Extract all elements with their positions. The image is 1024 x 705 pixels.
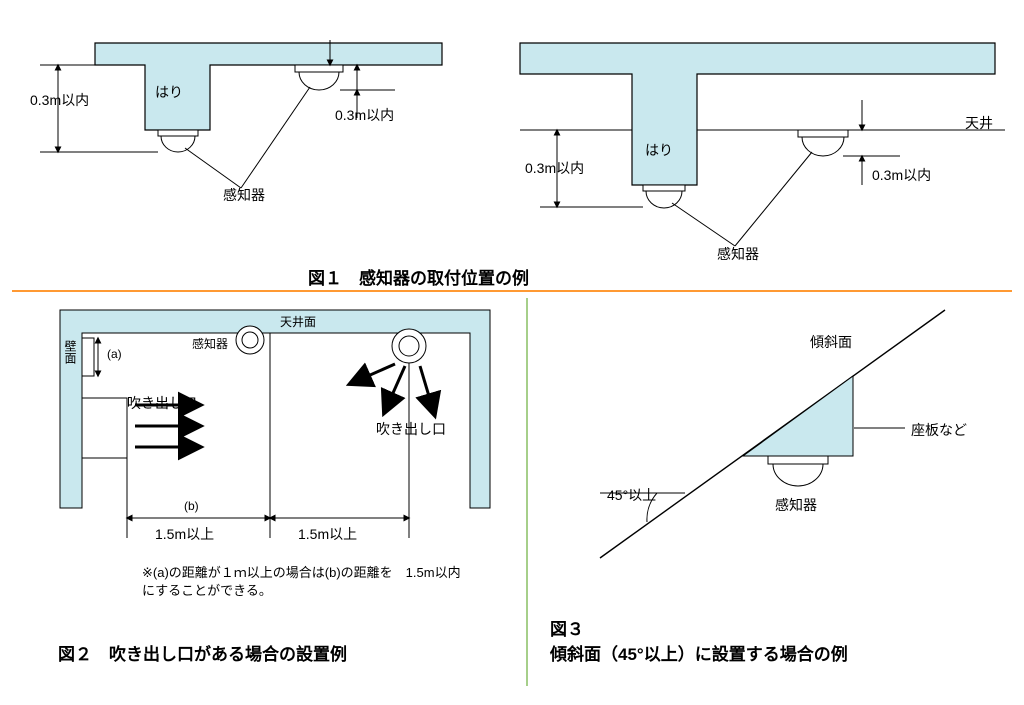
fig1-left-sensor: 感知器	[223, 185, 265, 205]
fig3-slope: 傾斜面	[810, 332, 852, 352]
fig2-dist2: 1.5m以上	[298, 524, 357, 544]
fig1-right-ceiling: 天井	[965, 113, 993, 133]
fig3-title-a: 図３	[550, 615, 584, 640]
rule-orange	[12, 290, 1012, 292]
fig2-dist1: 1.5m以上	[155, 524, 214, 544]
fig1-left-beam: はり	[155, 82, 183, 102]
fig3-title-b: 傾斜面（45°以上）に設置する場合の例	[550, 640, 848, 665]
fig2-title: 図２ 吹き出し口がある場合の設置例	[58, 640, 347, 665]
figure23-svg	[0, 298, 1024, 698]
fig2-note: ※(a)の距離が１ｍ以上の場合は(b)の距離を 1.5m以内にすることができる。	[142, 564, 462, 599]
fig1-left-dist-left: 0.3m以内	[30, 90, 89, 110]
fig3-sensor: 感知器	[775, 495, 817, 515]
fig1-right-dist-right: 0.3m以内	[872, 165, 931, 185]
fig2-outlet-left: 吹き出し口	[127, 393, 197, 413]
fig1-right-sensor: 感知器	[717, 244, 759, 264]
fig3-seat: 座板など	[911, 420, 967, 440]
fig1-right-dist-left: 0.3m以内	[525, 158, 584, 178]
figure1-svg	[0, 0, 1024, 280]
fig2-a: (a)	[107, 347, 122, 361]
fig2-wall-surface: 壁面	[62, 340, 79, 364]
fig1-title: 図１ 感知器の取付位置の例	[308, 264, 529, 289]
fig2-b: (b)	[184, 499, 199, 513]
fig2-outlet-right: 吹き出し口	[376, 419, 446, 439]
fig3	[600, 310, 945, 558]
fig1-left-dist-right: 0.3m以内	[335, 105, 394, 125]
fig2-sensor-label: 感知器	[192, 335, 228, 352]
fig3-angle: 45°以上	[607, 485, 656, 505]
fig1-right	[520, 43, 1005, 246]
fig1-right-beam: はり	[645, 140, 673, 160]
fig2-ceiling-surface: 天井面	[280, 313, 316, 330]
